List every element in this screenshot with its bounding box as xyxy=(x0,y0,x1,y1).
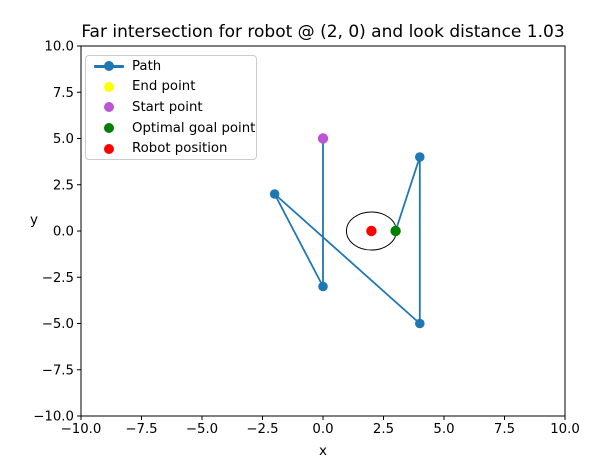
legend-marker-dot xyxy=(104,61,114,72)
legend-label: Robot position xyxy=(132,141,228,157)
legend-item-robot-position: Robot position xyxy=(93,138,249,159)
x-tick-label: 10.0 xyxy=(550,422,580,437)
y-tick-label: −5.0 xyxy=(42,317,74,332)
path-line xyxy=(273,138,421,325)
x-tick-label: 2.5 xyxy=(373,422,394,437)
legend-marker-path-icon xyxy=(93,56,125,77)
legend-label: Start point xyxy=(132,99,203,115)
path-vertex-marker xyxy=(415,152,425,162)
path-vertex-marker xyxy=(415,318,425,329)
path-vertex-marker xyxy=(269,189,280,199)
y-tick-label: −7.5 xyxy=(42,363,74,378)
legend: Path End point Start point Optimal goal poi… xyxy=(85,55,257,160)
y-tick-label: 7.5 xyxy=(53,86,74,101)
legend-marker-end-point-icon xyxy=(93,77,125,98)
y-tick-label: 0.0 xyxy=(53,225,74,240)
x-tick-label: −7.5 xyxy=(125,422,157,437)
start-point-dot xyxy=(317,133,329,144)
legend-marker-robot-position-icon xyxy=(93,138,125,159)
x-tick-label: −2.5 xyxy=(246,422,278,437)
x-tick-label: 7.5 xyxy=(494,422,515,437)
legend-marker-optimal-goal-point-icon xyxy=(93,118,125,139)
legend-label: Optimal goal point xyxy=(132,120,256,136)
x-axis-label: x xyxy=(319,443,327,459)
legend-marker-dot xyxy=(104,81,114,92)
legend-item-path: Path xyxy=(93,56,249,77)
x-tick-label: 0.0 xyxy=(312,422,333,437)
legend-label: End point xyxy=(132,79,196,95)
x-tick-label: −5.0 xyxy=(186,422,218,437)
legend-marker-dot xyxy=(104,143,114,154)
y-tick-label: −2.5 xyxy=(42,271,74,286)
y-tick-label: 2.5 xyxy=(53,178,74,193)
legend-marker-dot xyxy=(104,102,114,113)
legend-item-optimal-goal-point: Optimal goal point xyxy=(93,118,255,139)
y-tick-label: 5.0 xyxy=(53,132,74,147)
robot-position-dot xyxy=(366,225,377,237)
x-tick-label: −10.0 xyxy=(61,422,102,437)
optimal-goal-point-dot xyxy=(390,225,401,237)
legend-marker-dot xyxy=(104,123,114,134)
y-tick-label: 10.0 xyxy=(44,40,74,55)
legend-item-end-point: End point xyxy=(93,77,249,98)
plot-border xyxy=(80,45,566,417)
legend-label: Path xyxy=(132,58,162,74)
path-vertex-marker xyxy=(318,281,328,292)
x-tick-label: 5.0 xyxy=(433,422,454,437)
y-axis-label: y xyxy=(30,212,38,228)
y-tick-label: −10.0 xyxy=(33,410,74,425)
legend-item-start-point: Start point xyxy=(93,97,249,118)
chart-title: Far intersection for robot @ (2, 0) and … xyxy=(81,22,565,42)
legend-marker-start-point-icon xyxy=(93,97,125,118)
